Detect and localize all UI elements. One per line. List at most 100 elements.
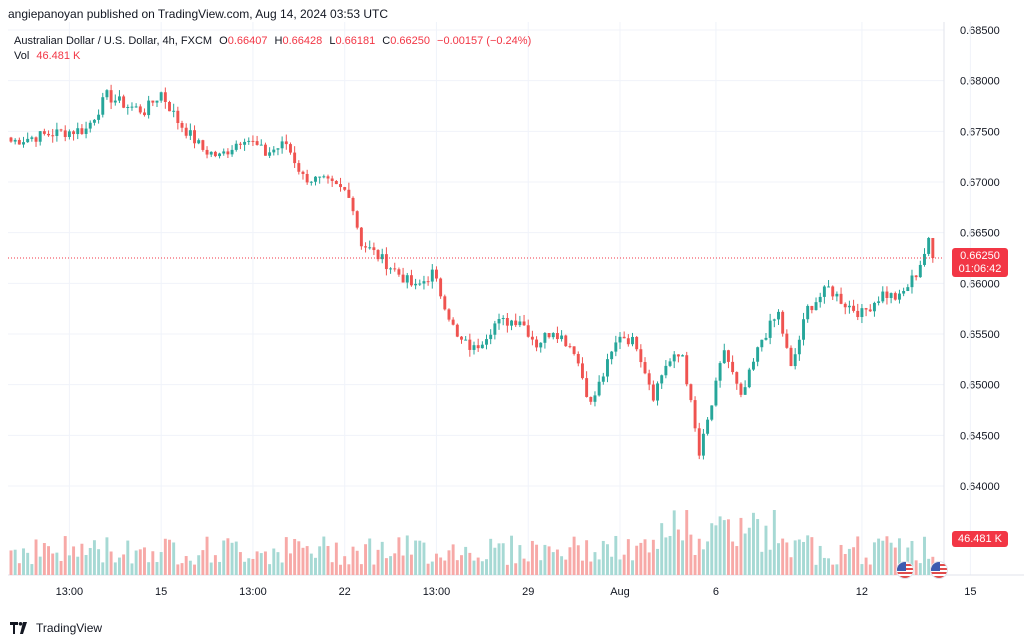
volume-bar <box>389 556 393 575</box>
candle-body <box>222 151 226 154</box>
volume-bar <box>768 549 772 575</box>
volume-bar <box>914 560 918 575</box>
candle-body <box>910 275 914 288</box>
last-price-value: 0.66250 <box>960 250 1000 262</box>
candle-body <box>889 293 893 298</box>
volume-bar <box>676 529 680 575</box>
y-tick-label: 0.68500 <box>960 25 1000 37</box>
candle-body <box>26 138 30 143</box>
candle-body <box>626 338 630 345</box>
candle-body <box>793 354 797 367</box>
candle-body <box>689 384 693 401</box>
candle-body <box>451 319 455 325</box>
candle-body <box>355 211 359 228</box>
volume-bar <box>743 533 747 575</box>
volume-bar <box>30 564 34 575</box>
candle-body <box>576 353 580 364</box>
candle-body <box>238 143 242 145</box>
volume-bar <box>97 549 101 575</box>
volume-bar <box>518 545 522 575</box>
candle-body <box>864 308 868 310</box>
candle-body <box>330 178 334 181</box>
tradingview-brand[interactable]: TradingView <box>36 621 103 635</box>
volume-bar <box>785 542 789 575</box>
candlestick-chart[interactable]: 0.68500 0.68000 0.67500 0.67000 0.66500 0.660… <box>0 22 1024 620</box>
candle-body <box>147 100 151 116</box>
tradingview-logo-icon[interactable] <box>10 622 30 634</box>
x-tick-label: 13:00 <box>423 586 451 598</box>
volume-bar <box>697 538 701 575</box>
volume-bar <box>301 547 305 575</box>
volume-bar <box>589 561 593 575</box>
us-flag-event-icon[interactable] <box>896 561 914 579</box>
volume-value: 46.481 K <box>36 50 81 62</box>
volume-bar <box>918 563 922 575</box>
volume-bar <box>330 562 334 575</box>
candle-body <box>860 308 864 318</box>
candle-body <box>272 149 276 153</box>
x-tick-label: 15 <box>964 586 976 598</box>
volume-bar <box>22 548 25 575</box>
candle-body <box>739 383 743 395</box>
y-tick-label: 0.64500 <box>960 430 1000 442</box>
candle-body <box>493 323 497 335</box>
volume-bar <box>689 534 693 575</box>
volume-bar <box>526 561 530 575</box>
volume-bar <box>218 561 222 575</box>
candle-body <box>184 127 188 136</box>
volume-bar <box>497 543 501 575</box>
volume-bar <box>827 558 831 575</box>
candle-body <box>572 346 576 354</box>
volume-bar <box>318 546 322 575</box>
candle-body <box>351 197 355 212</box>
candle-body <box>301 171 305 174</box>
candle-body <box>906 287 910 291</box>
candle-body <box>276 148 280 150</box>
candle-body <box>710 405 714 420</box>
volume-bar <box>610 556 614 575</box>
candle-body <box>289 144 292 153</box>
volume-bar <box>781 538 785 575</box>
volume-bar <box>639 542 643 575</box>
volume-bar <box>731 541 735 575</box>
volume-bar <box>343 556 347 575</box>
candle-body <box>218 153 222 157</box>
legend-row-volume: Vol 46.481 K <box>14 49 531 64</box>
candle-body <box>230 149 234 155</box>
symbol-title[interactable]: Australian Dollar / U.S. Dollar, 4h, FXC… <box>14 35 213 47</box>
us-flag-event-icon[interactable] <box>930 561 948 579</box>
volume-bar <box>84 554 88 575</box>
volume-bar <box>656 548 659 575</box>
volume-bar <box>530 540 534 575</box>
candle-body <box>122 96 126 108</box>
volume-bar <box>476 557 480 575</box>
y-tick-label: 0.65500 <box>960 329 1000 341</box>
candle-body <box>247 140 251 142</box>
candle-body <box>489 334 493 340</box>
candle-body <box>284 141 288 145</box>
volume-bar <box>397 537 401 575</box>
candle-body <box>760 339 764 348</box>
volume-bar <box>401 555 405 575</box>
candle-body <box>872 302 876 312</box>
candle-body <box>297 163 301 172</box>
candle-body <box>764 337 768 340</box>
candle-body <box>113 100 117 103</box>
candle-body <box>364 246 368 248</box>
volume-bar <box>314 557 317 575</box>
x-tick-label: 22 <box>339 586 351 598</box>
candle-body <box>505 318 509 326</box>
candle-body <box>405 275 409 283</box>
chart-area[interactable]: 0.68500 0.68000 0.67500 0.67000 0.66500 0.660… <box>0 22 1024 620</box>
volume-bar <box>384 558 388 575</box>
volume-bar <box>597 559 601 575</box>
candle-body <box>839 293 843 304</box>
volume-bar <box>364 544 368 575</box>
candle-body <box>138 106 142 113</box>
candle-body <box>568 346 572 348</box>
volume-bar <box>180 563 184 575</box>
volume-bar <box>606 544 609 575</box>
candle-body <box>234 143 238 150</box>
volume-bar <box>547 546 551 575</box>
candle-body <box>693 400 697 429</box>
